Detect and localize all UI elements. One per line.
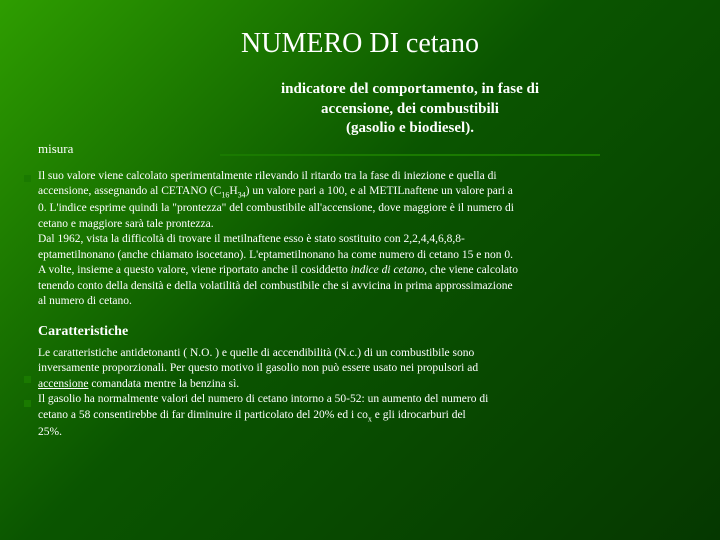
paragraph-1: Il suo valore viene calcolato sperimenta… bbox=[38, 169, 520, 310]
bullet-icon bbox=[24, 376, 31, 383]
para2-a: Le caratteristiche antidetonanti ( N.O. … bbox=[38, 347, 478, 375]
subtitle-line3: (gasolio e biodiesel). bbox=[346, 120, 474, 136]
para1-italic: indice di cetano bbox=[351, 264, 424, 276]
slide-title: NUMERO DI cetano bbox=[0, 0, 720, 80]
para1-sub2: 34 bbox=[238, 190, 246, 199]
subtitle-line2: accensione, dei combustibili bbox=[321, 101, 499, 117]
subtitle-line1: indicatore del comportamento, in fase di bbox=[281, 81, 539, 97]
subtitle: indicatore del comportamento, in fase di… bbox=[220, 80, 600, 139]
para2-underline: accensione bbox=[38, 378, 88, 390]
bullet-icon bbox=[24, 175, 31, 182]
paragraph-2: Le caratteristiche antidetonanti ( N.O. … bbox=[38, 346, 490, 441]
para2-b: comandata mentre la benzina sì. bbox=[88, 378, 239, 390]
subtitle-underline bbox=[220, 154, 600, 156]
section-heading: Caratteristiche bbox=[38, 324, 720, 340]
para1-b: H bbox=[229, 185, 237, 197]
bullet-icon bbox=[24, 400, 31, 407]
